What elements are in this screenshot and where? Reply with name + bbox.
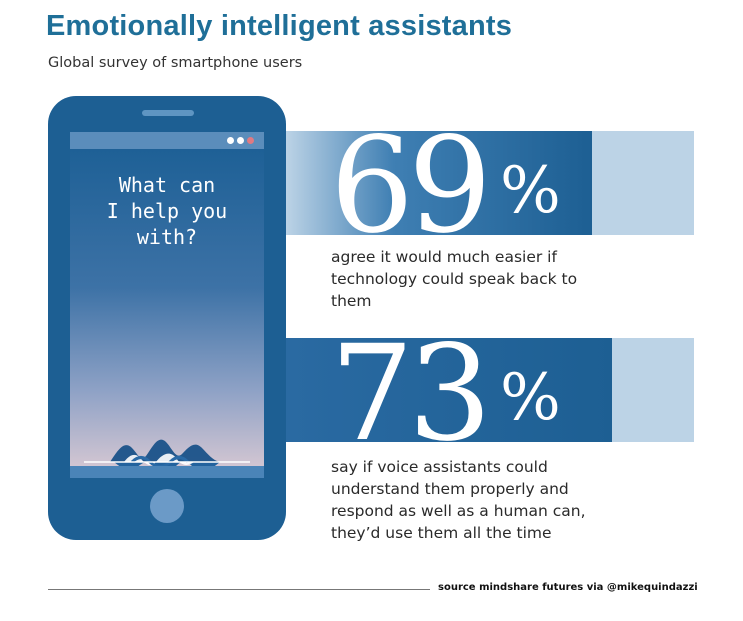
phone-speaker (142, 110, 194, 116)
stat-description: say if voice assistants could understand … (331, 456, 586, 544)
stat-description-line: say if voice assistants could (331, 458, 548, 476)
page-title: Emotionally intelligent assistants (46, 10, 513, 42)
stat-description-line: technology could speak back to (331, 270, 578, 288)
page-subtitle: Global survey of smartphone users (48, 55, 303, 71)
stat-unit: % (500, 361, 561, 435)
phone-home-button (150, 489, 184, 523)
stat-description-line: them (331, 292, 372, 310)
source-credit: source mindshare futures via @mikequinda… (438, 582, 698, 593)
stat-value: 73 (330, 317, 492, 471)
stat-bar-fill (286, 338, 612, 442)
stat-description-line: respond as well as a human can, (331, 502, 586, 520)
phone-screen: What can I help you with? (70, 132, 264, 478)
stat-value: 69 (330, 109, 492, 263)
phone-home-bar (70, 466, 264, 478)
stat-description-line: agree it would much easier if (331, 248, 557, 266)
phone-illustration: What can I help you with? (48, 96, 286, 540)
stat-unit: % (500, 154, 561, 228)
status-dot-icon (247, 137, 254, 144)
source-divider (48, 589, 430, 590)
status-dot-icon (237, 137, 244, 144)
voice-waveform-icon (84, 439, 250, 473)
stat-description-line: they’d use them all the time (331, 524, 552, 542)
assistant-prompt: What can I help you with? (106, 173, 228, 249)
status-dot-icon (227, 137, 234, 144)
phone-status-bar (70, 132, 264, 149)
stat-description-line: understand them properly and (331, 480, 569, 498)
stat-description: agree it would much easier if technology … (331, 246, 577, 312)
stat-bar-fill (286, 131, 592, 235)
